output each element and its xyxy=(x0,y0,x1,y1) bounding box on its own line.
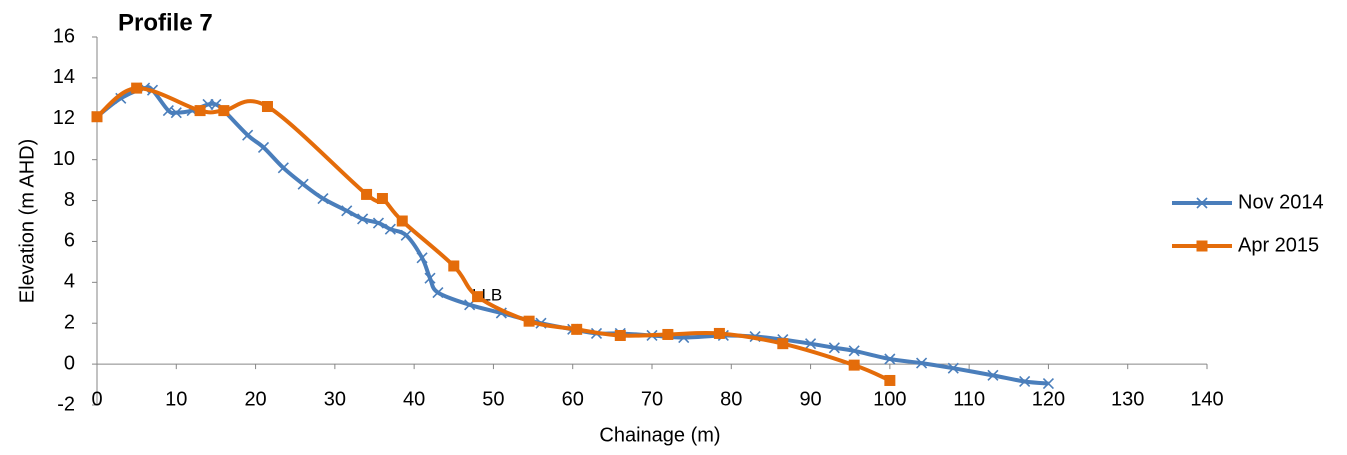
x-tick-label: 130 xyxy=(1111,388,1144,410)
y-tick-label: 14 xyxy=(53,66,75,88)
y-tick-label: 16 xyxy=(53,25,75,47)
marker xyxy=(805,338,817,350)
marker xyxy=(884,374,896,386)
marker xyxy=(297,178,309,190)
marker xyxy=(571,323,583,335)
series-line xyxy=(95,85,1049,386)
legend-label: Nov 2014 xyxy=(1238,191,1324,213)
marker xyxy=(194,105,206,117)
marker xyxy=(372,217,385,229)
y-axis-label: Elevation (m AHD) xyxy=(16,139,38,304)
marker xyxy=(400,229,412,241)
x-axis-label: Chainage (m) xyxy=(599,424,720,446)
marker xyxy=(916,357,928,369)
marker xyxy=(396,215,408,227)
marker xyxy=(713,327,725,339)
marker xyxy=(848,359,860,371)
y-tick-label: 0 xyxy=(64,352,75,374)
x-tick-label: 0 xyxy=(91,388,102,410)
x-tick-label: 70 xyxy=(641,388,663,410)
x-tick-label: 90 xyxy=(799,388,821,410)
marker xyxy=(947,362,959,374)
x-tick-label: 50 xyxy=(482,388,504,410)
marker xyxy=(376,193,388,205)
marker xyxy=(91,111,103,123)
marker xyxy=(131,82,143,94)
x-tick-label: 100 xyxy=(873,388,906,410)
marker xyxy=(357,213,369,225)
marker xyxy=(277,162,289,174)
x-tick-label: 20 xyxy=(244,388,266,410)
marker xyxy=(472,291,484,303)
x-tick-label: 120 xyxy=(1032,388,1065,410)
x-tick-label: 80 xyxy=(720,388,742,410)
marker xyxy=(317,192,329,205)
y-tick-label: 12 xyxy=(53,107,75,129)
marker xyxy=(523,315,535,327)
x-tick-label: 140 xyxy=(1190,388,1223,410)
y-tick-label: 6 xyxy=(64,230,75,252)
x-tick-label: 30 xyxy=(324,388,346,410)
marker xyxy=(662,328,674,340)
x-tick-label: 60 xyxy=(562,388,584,410)
marker xyxy=(828,342,840,354)
y-tick-label: 2 xyxy=(64,312,75,334)
y-tick-label: 10 xyxy=(53,148,75,170)
marker xyxy=(777,338,789,350)
y-tick-label: 4 xyxy=(64,271,75,293)
marker xyxy=(261,101,273,113)
marker xyxy=(1196,197,1208,209)
marker xyxy=(432,286,444,299)
marker xyxy=(614,329,626,341)
y-tick-label: -2 xyxy=(57,393,75,415)
x-tick-label: 10 xyxy=(165,388,187,410)
marker xyxy=(1042,377,1054,390)
marker xyxy=(1019,375,1031,388)
marker xyxy=(242,129,254,141)
marker xyxy=(987,369,999,381)
chart-title: Profile 7 xyxy=(118,9,213,36)
legend-label: Apr 2015 xyxy=(1238,234,1319,256)
x-tick-label: 40 xyxy=(403,388,425,410)
marker xyxy=(384,223,396,235)
marker xyxy=(1196,240,1208,252)
marker xyxy=(170,107,182,119)
marker xyxy=(848,345,860,357)
marker xyxy=(218,105,230,117)
marker xyxy=(424,272,436,284)
marker xyxy=(416,252,428,264)
marker xyxy=(448,260,460,272)
marker xyxy=(341,205,353,217)
y-tick-label: 8 xyxy=(64,189,75,211)
marker xyxy=(361,188,373,200)
x-tick-label: 110 xyxy=(953,388,985,410)
marker xyxy=(257,141,270,153)
marker xyxy=(884,353,896,365)
